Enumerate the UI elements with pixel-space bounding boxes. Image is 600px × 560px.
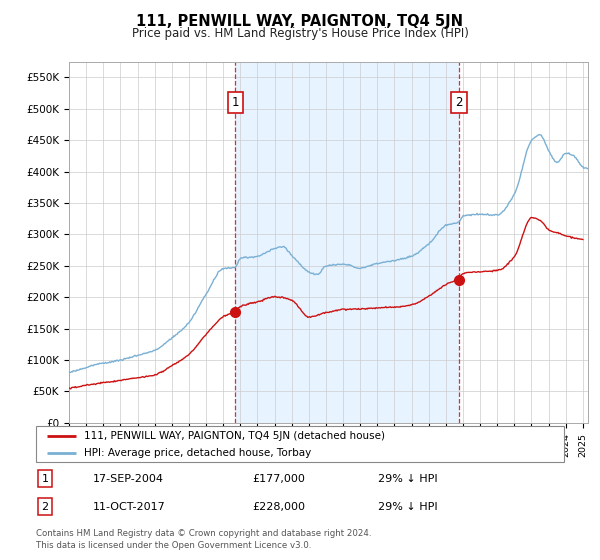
Text: 111, PENWILL WAY, PAIGNTON, TQ4 5JN: 111, PENWILL WAY, PAIGNTON, TQ4 5JN [137, 14, 464, 29]
Text: 2: 2 [455, 96, 463, 109]
Text: 29% ↓ HPI: 29% ↓ HPI [378, 502, 437, 512]
Text: Price paid vs. HM Land Registry's House Price Index (HPI): Price paid vs. HM Land Registry's House … [131, 27, 469, 40]
Text: 17-SEP-2004: 17-SEP-2004 [93, 474, 164, 484]
Text: 1: 1 [232, 96, 239, 109]
Text: 11-OCT-2017: 11-OCT-2017 [93, 502, 166, 512]
Text: 2: 2 [41, 502, 49, 512]
Text: HPI: Average price, detached house, Torbay: HPI: Average price, detached house, Torb… [83, 448, 311, 458]
Bar [235, 62, 459, 423]
Text: £177,000: £177,000 [252, 474, 305, 484]
Text: 29% ↓ HPI: 29% ↓ HPI [378, 474, 437, 484]
Text: 111, PENWILL WAY, PAIGNTON, TQ4 5JN (detached house): 111, PENWILL WAY, PAIGNTON, TQ4 5JN (det… [83, 431, 385, 441]
FancyBboxPatch shape [36, 426, 564, 462]
Text: Contains HM Land Registry data © Crown copyright and database right 2024.
This d: Contains HM Land Registry data © Crown c… [36, 529, 371, 550]
Text: £228,000: £228,000 [252, 502, 305, 512]
Text: 1: 1 [41, 474, 49, 484]
